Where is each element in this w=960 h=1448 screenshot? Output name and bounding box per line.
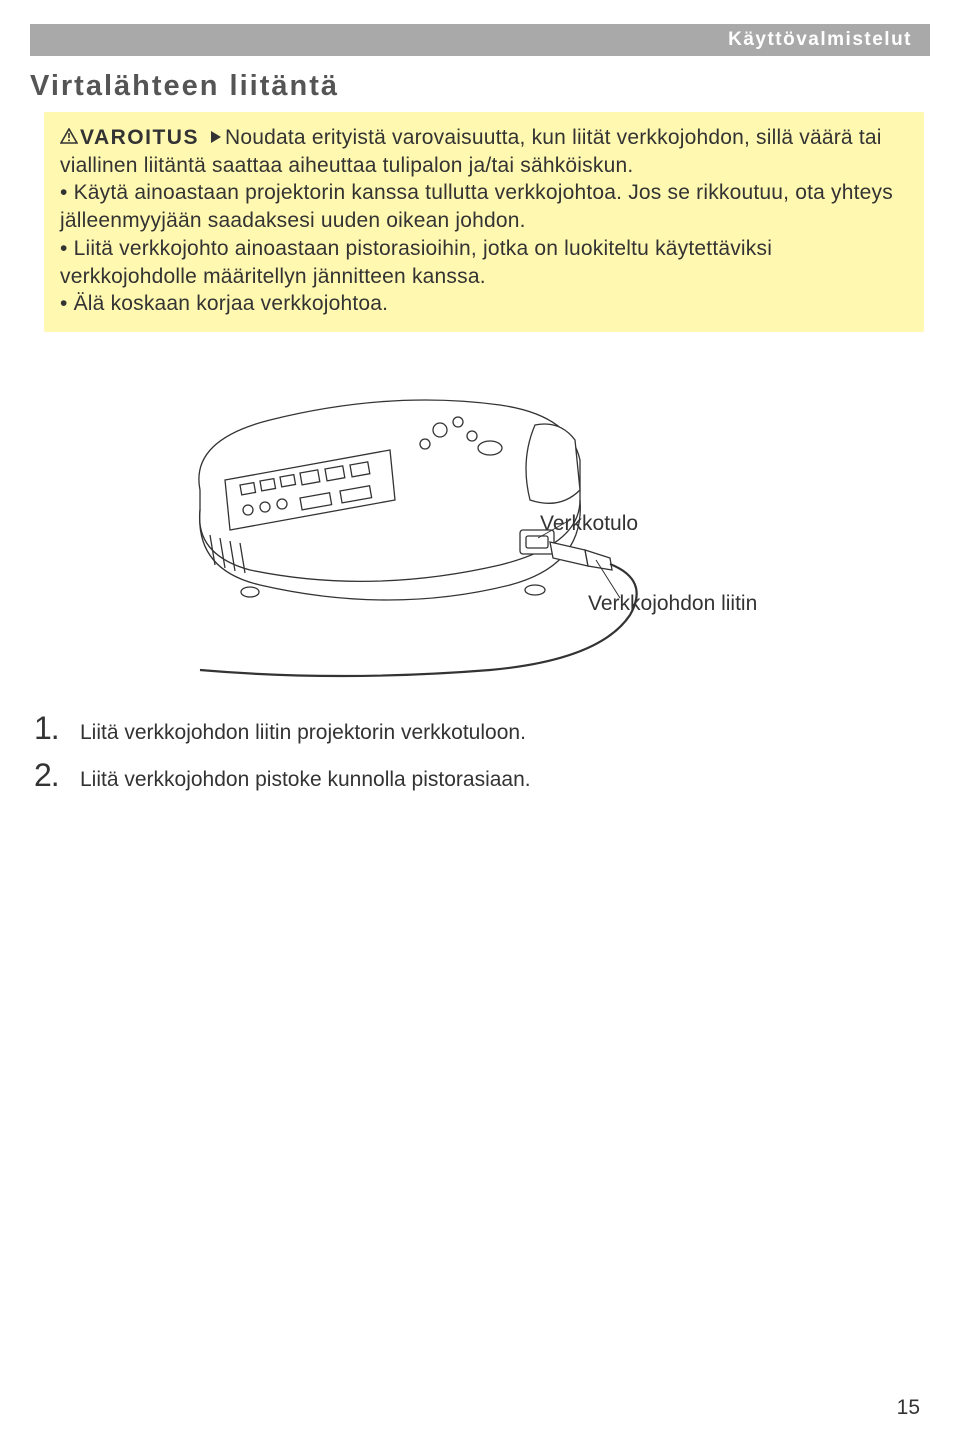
page-number: 15: [897, 1396, 920, 1420]
warning-triangle-icon: [60, 124, 78, 152]
warning-line-1: VAROITUS Noudata erityistä varovaisuutta…: [60, 124, 908, 179]
step-number: 1.: [34, 710, 80, 747]
warning-bullet-3: • Älä koskaan korjaa verkkojohtoa.: [60, 290, 908, 318]
steps-list: 1. Liitä verkkojohdon liitin projektorin…: [34, 710, 920, 804]
step-text: Liitä verkkojohdon pistoke kunnolla pist…: [80, 762, 531, 792]
warning-bullet-1: • Käytä ainoastaan projektorin kanssa tu…: [60, 179, 908, 234]
warning-label: VAROITUS: [80, 126, 199, 149]
projector-diagram: [140, 370, 820, 690]
step-text: Liitä verkkojohdon liitin projektorin ve…: [80, 715, 526, 745]
diagram-label-connector: Verkkojohdon liitin: [588, 592, 757, 616]
header-bar: Käyttövalmistelut: [30, 24, 930, 56]
diagram-label-inlet: Verkkotulo: [540, 512, 638, 536]
step-number: 2.: [34, 757, 80, 794]
header-section-label: Käyttövalmistelut: [728, 29, 912, 51]
play-triangle-icon: [209, 124, 223, 152]
page-title: Virtalähteen liitäntä: [30, 70, 339, 103]
warning-box: VAROITUS Noudata erityistä varovaisuutta…: [44, 112, 924, 332]
step-row: 2. Liitä verkkojohdon pistoke kunnolla p…: [34, 757, 920, 794]
step-row: 1. Liitä verkkojohdon liitin projektorin…: [34, 710, 920, 747]
warning-bullet-2: • Liitä verkkojohto ainoastaan pistorasi…: [60, 235, 908, 290]
